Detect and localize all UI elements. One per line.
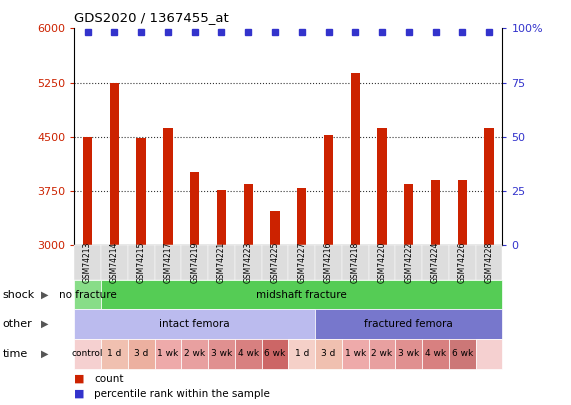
Bar bbox=[431, 180, 440, 245]
Text: GSM74228: GSM74228 bbox=[485, 242, 493, 283]
Text: GSM74216: GSM74216 bbox=[324, 242, 333, 284]
Text: GSM74222: GSM74222 bbox=[404, 242, 413, 283]
Text: ▶: ▶ bbox=[41, 349, 49, 359]
Text: GSM74227: GSM74227 bbox=[297, 242, 306, 284]
Text: GSM74225: GSM74225 bbox=[271, 242, 279, 284]
Text: 3 d: 3 d bbox=[321, 349, 336, 358]
Text: time: time bbox=[3, 349, 28, 359]
Text: GSM74219: GSM74219 bbox=[190, 242, 199, 284]
Bar bbox=[217, 190, 226, 245]
Text: GSM74221: GSM74221 bbox=[217, 242, 226, 283]
Bar bbox=[324, 135, 333, 245]
Bar bbox=[297, 188, 307, 245]
Text: GSM74224: GSM74224 bbox=[431, 242, 440, 284]
Bar bbox=[83, 137, 93, 245]
Text: 3 wk: 3 wk bbox=[211, 349, 232, 358]
Text: 3 wk: 3 wk bbox=[398, 349, 420, 358]
Text: ■: ■ bbox=[74, 389, 85, 399]
Text: 1 wk: 1 wk bbox=[157, 349, 179, 358]
Text: 1 d: 1 d bbox=[295, 349, 309, 358]
Text: percentile rank within the sample: percentile rank within the sample bbox=[94, 389, 270, 399]
Bar bbox=[110, 83, 119, 245]
Bar bbox=[457, 180, 467, 245]
Bar bbox=[163, 128, 172, 245]
Text: intact femora: intact femora bbox=[159, 319, 230, 329]
Text: 6 wk: 6 wk bbox=[452, 349, 473, 358]
Bar bbox=[243, 184, 253, 245]
Text: GSM74213: GSM74213 bbox=[83, 242, 92, 284]
Text: 2 wk: 2 wk bbox=[184, 349, 205, 358]
Text: GSM74226: GSM74226 bbox=[458, 242, 467, 284]
Text: 1 wk: 1 wk bbox=[345, 349, 366, 358]
Bar bbox=[136, 139, 146, 245]
Text: ▶: ▶ bbox=[41, 290, 49, 300]
Text: 1 d: 1 d bbox=[107, 349, 122, 358]
Text: GSM74220: GSM74220 bbox=[377, 242, 387, 284]
Bar bbox=[404, 184, 413, 245]
Bar bbox=[351, 73, 360, 245]
Text: count: count bbox=[94, 374, 124, 384]
Text: other: other bbox=[3, 319, 33, 329]
Text: GDS2020 / 1367455_at: GDS2020 / 1367455_at bbox=[74, 11, 229, 24]
Text: fractured femora: fractured femora bbox=[364, 319, 453, 329]
Text: no fracture: no fracture bbox=[59, 290, 116, 300]
Bar bbox=[190, 172, 199, 245]
Text: shock: shock bbox=[3, 290, 35, 300]
Text: 3 d: 3 d bbox=[134, 349, 148, 358]
Text: ■: ■ bbox=[74, 374, 85, 384]
Text: 2 wk: 2 wk bbox=[372, 349, 393, 358]
Text: 4 wk: 4 wk bbox=[238, 349, 259, 358]
Text: GSM74223: GSM74223 bbox=[244, 242, 253, 284]
Text: 6 wk: 6 wk bbox=[264, 349, 286, 358]
Bar bbox=[484, 128, 494, 245]
Text: GSM74217: GSM74217 bbox=[163, 242, 172, 284]
Bar bbox=[377, 128, 387, 245]
Text: GSM74215: GSM74215 bbox=[136, 242, 146, 284]
Text: 4 wk: 4 wk bbox=[425, 349, 446, 358]
Text: midshaft fracture: midshaft fracture bbox=[256, 290, 347, 300]
Bar bbox=[270, 211, 280, 245]
Text: control: control bbox=[72, 349, 103, 358]
Text: GSM74218: GSM74218 bbox=[351, 242, 360, 283]
Text: GSM74214: GSM74214 bbox=[110, 242, 119, 284]
Text: ▶: ▶ bbox=[41, 319, 49, 329]
